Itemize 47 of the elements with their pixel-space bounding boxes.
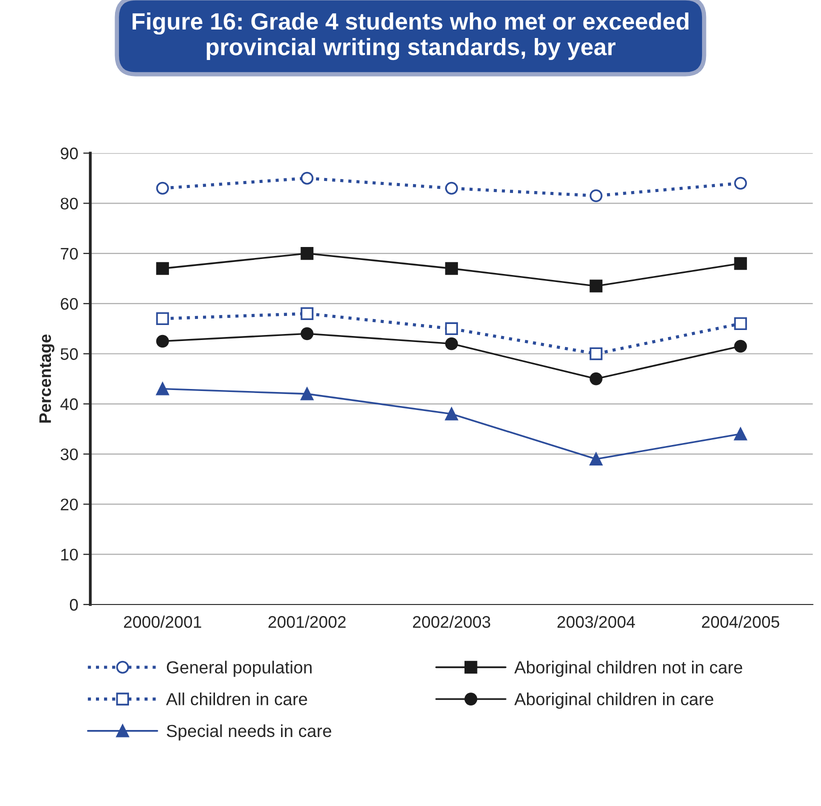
point xyxy=(156,262,169,275)
point xyxy=(156,334,169,348)
point xyxy=(445,322,458,336)
point xyxy=(445,337,458,350)
legend-label: All children in care xyxy=(166,692,308,706)
x-tick-label: 2001/2002 xyxy=(268,616,346,628)
point xyxy=(300,327,314,340)
point xyxy=(590,347,602,360)
point xyxy=(156,382,169,396)
legend-label: Aboriginal children not in care xyxy=(514,660,742,677)
legend-label: Aboriginal children in care xyxy=(514,692,714,709)
point xyxy=(590,372,602,386)
y-tick-label: 40 xyxy=(60,398,78,410)
y-tick-label: 50 xyxy=(60,348,78,360)
point xyxy=(300,387,314,400)
point xyxy=(590,452,602,466)
chart-title: Figure 16: Grade 4 students who met or exceeded provincial writing standards, by year xyxy=(132,12,688,60)
legend-label: Special needs in care xyxy=(166,724,332,741)
point xyxy=(300,172,314,185)
point xyxy=(734,340,747,353)
x-tick-label: 2000/2001 xyxy=(124,616,202,628)
y-tick-label: 90 xyxy=(60,148,78,160)
legend-label: General population xyxy=(166,660,312,677)
x-tick-label: 2003/2004 xyxy=(557,616,635,628)
point xyxy=(156,312,169,326)
x-tick-label: 2002/2003 xyxy=(413,616,490,628)
x-tick-label: 2004/2005 xyxy=(702,616,780,628)
y-tick-label: 60 xyxy=(60,298,78,310)
point xyxy=(734,428,747,440)
point xyxy=(156,182,169,195)
point xyxy=(445,182,458,195)
y-tick-label: 30 xyxy=(60,448,78,460)
y-tick-label: 0 xyxy=(70,598,78,611)
y-tick-label: 20 xyxy=(60,498,78,510)
point xyxy=(445,262,458,275)
point xyxy=(590,189,602,202)
point xyxy=(734,176,747,190)
point xyxy=(300,307,314,320)
y-tick-label: 80 xyxy=(60,198,78,210)
y-tick-label: 10 xyxy=(61,548,78,561)
point xyxy=(734,317,747,330)
y-axis-title: Percentage xyxy=(39,334,54,423)
point xyxy=(734,257,747,270)
point xyxy=(590,280,602,292)
point xyxy=(300,247,314,260)
y-tick-label: 70 xyxy=(60,248,78,260)
point xyxy=(445,408,458,420)
